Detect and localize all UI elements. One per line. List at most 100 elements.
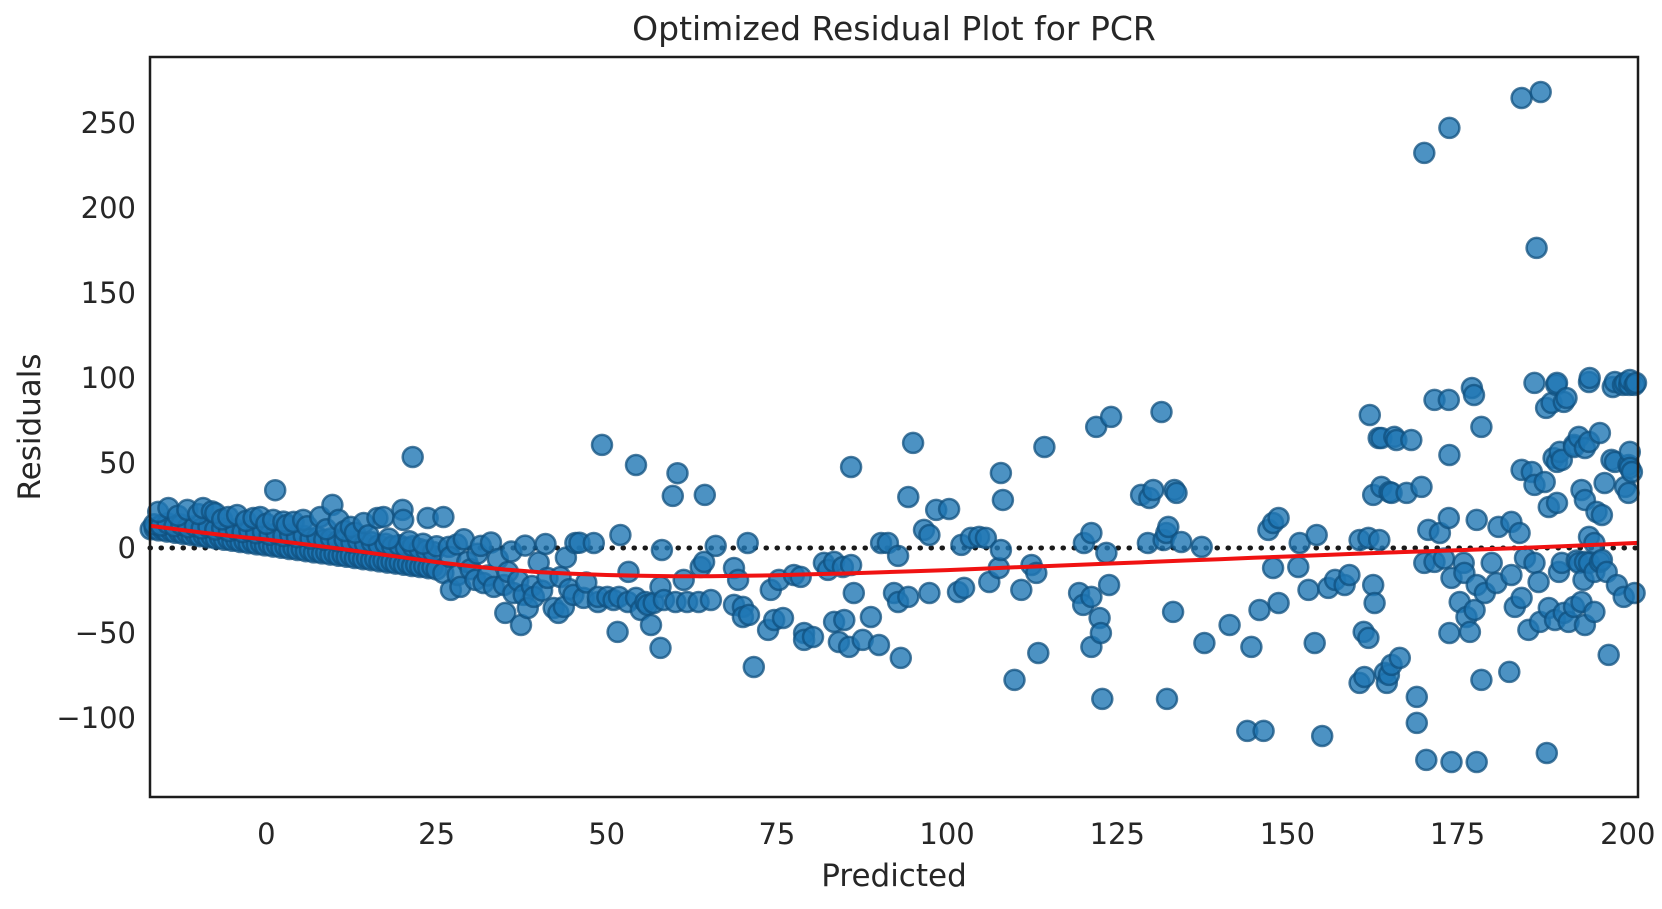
scatter-point xyxy=(1400,428,1423,452)
y-tick-label: 150 xyxy=(81,276,136,310)
scatter-point xyxy=(1252,719,1275,743)
scatter-point xyxy=(263,478,287,502)
scatter-point xyxy=(693,483,717,507)
x-axis-tick-labels: 0 25 50 75 100 125 150 175 200 xyxy=(257,817,1655,851)
scatter-point xyxy=(1388,646,1412,670)
scatter-point xyxy=(666,461,689,485)
scatter-point xyxy=(1508,521,1531,545)
scatter-point xyxy=(737,603,761,627)
scatter-point xyxy=(494,601,517,625)
scatter-point xyxy=(1353,665,1376,689)
lowess-trend-line xyxy=(150,523,1639,579)
scatter-point xyxy=(918,581,941,605)
y-tick-label: 0 xyxy=(118,531,136,565)
scatter-point xyxy=(833,608,856,632)
x-tick-label: 150 xyxy=(1260,817,1315,851)
scatter-point xyxy=(624,453,648,477)
scatter-point xyxy=(1357,626,1380,650)
scatter-point xyxy=(1588,421,1612,445)
scatter-point xyxy=(1623,581,1646,605)
scatter-point xyxy=(1358,403,1382,427)
x-tick-label: 75 xyxy=(758,817,795,851)
scatter-point xyxy=(839,455,863,479)
scatter-point xyxy=(901,431,925,455)
scatter-point xyxy=(699,588,723,612)
scatter-point xyxy=(1089,621,1113,645)
scatter-point xyxy=(1438,116,1461,140)
scatter-point xyxy=(789,565,812,589)
scatter-point xyxy=(1097,573,1121,597)
scatter-point xyxy=(692,550,716,574)
scatter-point xyxy=(1150,400,1173,424)
scatter-point xyxy=(1578,366,1601,390)
scatter-point xyxy=(1303,631,1326,655)
scatter-point xyxy=(1525,236,1548,260)
scatter-point xyxy=(1248,598,1271,622)
scatter-point xyxy=(1091,687,1114,711)
scatter-point xyxy=(1080,585,1103,609)
scatter-point xyxy=(1527,570,1550,594)
scatter-point xyxy=(1597,643,1620,667)
scatter-point xyxy=(989,538,1013,562)
scatter-point xyxy=(377,527,401,550)
x-tick-label: 125 xyxy=(1090,817,1145,851)
scatter-point xyxy=(606,620,629,644)
scatter-point xyxy=(1267,506,1290,530)
y-tick-label: −100 xyxy=(56,701,136,735)
scatter-point xyxy=(1095,541,1118,565)
scatter-point xyxy=(1437,506,1461,530)
scatter-point xyxy=(617,560,640,584)
scatter-point xyxy=(937,497,961,521)
scatter-point xyxy=(1470,668,1493,692)
plot-frame xyxy=(148,55,1640,799)
scatter-point xyxy=(1510,86,1533,110)
scatter-point xyxy=(1287,555,1310,579)
x-tick-label: 175 xyxy=(1430,817,1485,851)
scatter-point xyxy=(1498,660,1521,684)
scatter-point xyxy=(918,523,941,547)
scatter-point xyxy=(1155,687,1179,711)
scatter-point xyxy=(1157,515,1180,539)
scatter-point xyxy=(1099,405,1123,429)
lowess-line xyxy=(150,523,1639,579)
scatter-point xyxy=(1583,600,1606,624)
scatter-point xyxy=(1142,478,1165,502)
scatter-point xyxy=(952,576,976,600)
scatter-point xyxy=(771,606,795,630)
scatter-point xyxy=(1003,668,1026,692)
scatter-point xyxy=(897,485,920,509)
scatter-point xyxy=(1555,386,1578,410)
scatter-point xyxy=(1405,711,1429,735)
scatter-point xyxy=(1261,556,1285,580)
scatter-point xyxy=(886,544,910,568)
scatter-point xyxy=(1510,586,1533,610)
scatter-point xyxy=(1297,578,1320,602)
scatter-point xyxy=(1415,748,1438,772)
scatter-point xyxy=(1458,620,1482,644)
y-axis-tick-labels: −100 −50 0 50 100 150 200 250 xyxy=(56,106,136,735)
x-tick-label: 25 xyxy=(418,817,455,851)
y-tick-label: 200 xyxy=(81,191,136,225)
scatter-point xyxy=(1165,481,1188,505)
scatter-point xyxy=(1440,750,1463,774)
y-tick-label: 250 xyxy=(81,106,136,140)
scatter-point xyxy=(1363,591,1386,615)
y-tick-label: 100 xyxy=(81,361,136,395)
scatter-point xyxy=(1463,598,1486,622)
scatter-point xyxy=(889,646,913,670)
scatter-point xyxy=(867,633,891,657)
x-tick-label: 100 xyxy=(919,817,974,851)
scatter-point xyxy=(1310,724,1334,748)
scatter-point xyxy=(1465,508,1488,532)
scatter-point xyxy=(649,636,672,660)
scatter-point xyxy=(1193,631,1216,655)
scatter-point xyxy=(513,534,537,557)
scatter-point xyxy=(1410,475,1433,499)
scatter-point xyxy=(989,461,1013,485)
scatter-point xyxy=(432,505,455,529)
scatter-point xyxy=(897,585,920,609)
scatter-point xyxy=(401,445,424,469)
